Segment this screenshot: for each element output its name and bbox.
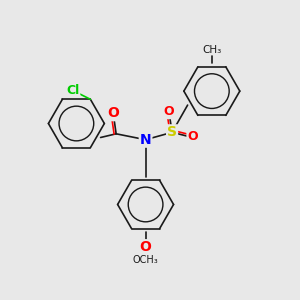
Text: CH₃: CH₃ [202,45,221,55]
Text: O: O [164,105,175,118]
Text: N: N [140,133,152,147]
Text: S: S [167,125,177,139]
Text: O: O [188,130,198,143]
Text: Cl: Cl [66,84,79,97]
Text: O: O [140,240,152,254]
Text: OCH₃: OCH₃ [133,255,158,266]
Text: O: O [107,106,119,120]
